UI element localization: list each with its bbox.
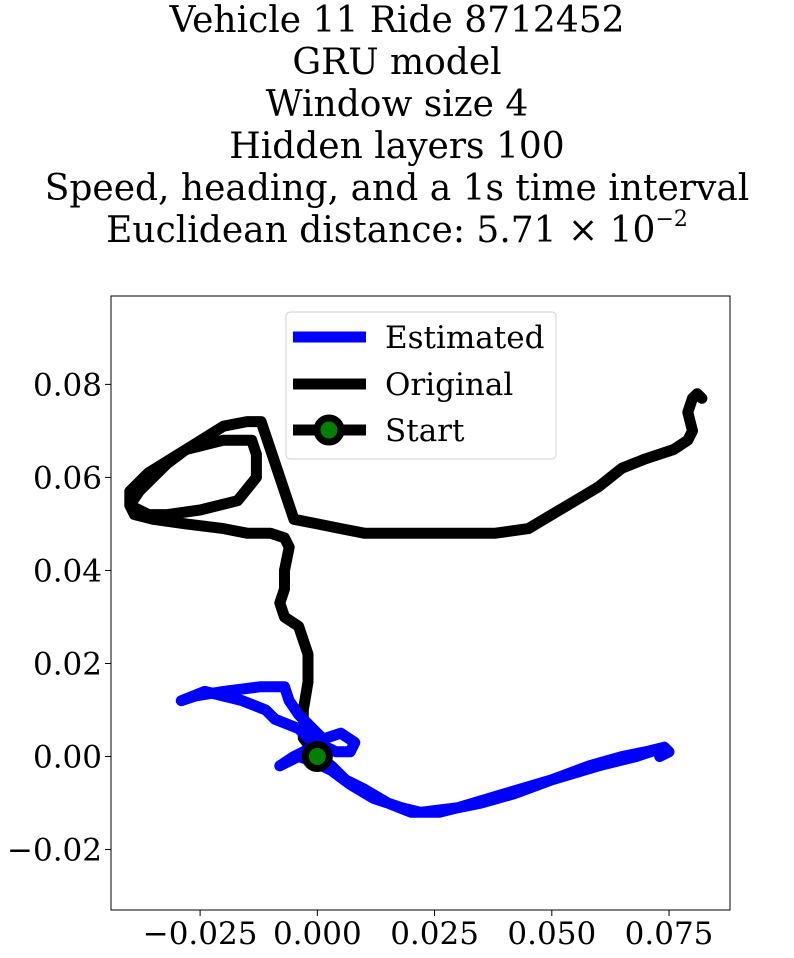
x-tick-label: 0.025 <box>390 916 479 952</box>
title-euclidean-distance: Euclidean distance: 5.71 × 10−2 <box>0 207 794 252</box>
plot-frame <box>110 295 731 911</box>
title-features: Speed, heading, and a 1s time interval <box>44 168 750 209</box>
legend: Estimated Original Start <box>285 311 557 460</box>
distance-exponent: −2 <box>655 207 688 232</box>
y-axis-ticks: −0.02 0.00 0.02 0.04 0.06 0.08 <box>7 367 111 869</box>
x-axis-ticks: −0.025 0.000 0.025 0.050 0.075 <box>143 910 714 952</box>
start-marker-layer <box>301 741 333 772</box>
x-tick-label: 0.050 <box>507 916 596 952</box>
y-tick-label: 0.04 <box>33 553 102 589</box>
legend-box <box>285 311 557 460</box>
legend-original-label: Original <box>385 367 513 403</box>
x-tick-label: 0.000 <box>273 916 362 952</box>
y-tick-label: 0.00 <box>33 740 102 776</box>
legend-start-label: Start <box>385 413 465 449</box>
series-line-original <box>124 388 708 762</box>
distance-mantissa: Euclidean distance: 5.71 × 10 <box>106 210 656 251</box>
series-line-estimated <box>175 681 675 818</box>
title-vehicle-ride: Vehicle 11 Ride 8712452 <box>169 0 625 41</box>
y-tick-label: 0.02 <box>33 646 102 682</box>
y-tick-label: 0.08 <box>33 367 102 403</box>
title-hidden-layers: Hidden layers 100 <box>229 126 565 167</box>
y-tick-label: −0.02 <box>7 833 102 869</box>
legend-estimated-label: Estimated <box>385 320 544 356</box>
title-model: GRU model <box>292 42 502 83</box>
y-tick-label: 0.06 <box>33 460 102 496</box>
start-point-marker <box>301 741 333 772</box>
title-window-size: Window size 4 <box>265 84 529 125</box>
legend-start-marker <box>313 414 345 446</box>
chart-title: Vehicle 11 Ride 8712452 GRU model Window… <box>0 0 794 252</box>
x-tick-label: −0.025 <box>143 916 258 952</box>
x-tick-label: 0.075 <box>625 916 714 952</box>
